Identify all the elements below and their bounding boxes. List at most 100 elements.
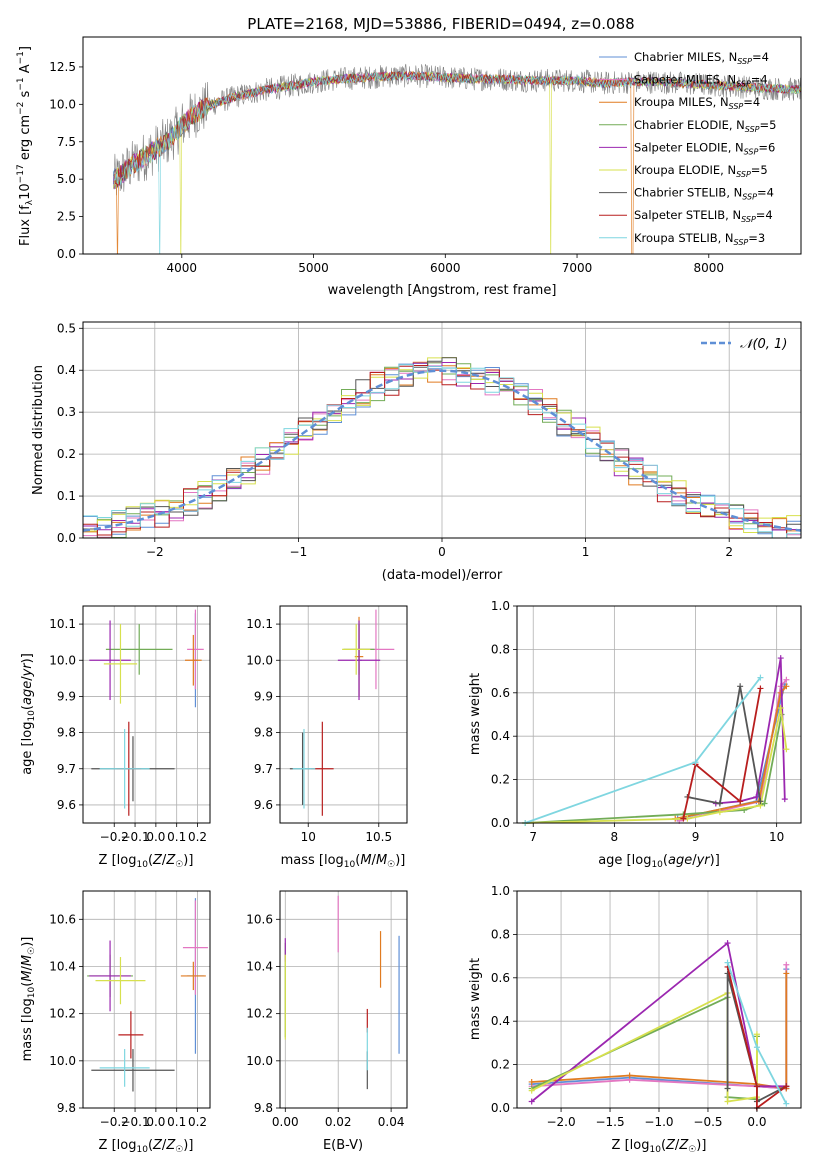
weight-vs-Z-xtick-label: 0.0 — [747, 1115, 766, 1129]
mass-vs-Z-xtick-label: −0.1 — [120, 1115, 149, 1129]
residuals-xtick-label: 1 — [582, 545, 590, 559]
weight-vs-age-ytick-label: 0.6 — [491, 686, 510, 700]
mass-vs-EBV-xtick-label: 0.04 — [378, 1115, 405, 1129]
weight-vs-age-plus-marker — [783, 676, 790, 683]
age-vs-mass-panel: 10 10.5 9.6 9.7 9.8 9.9 10.0 10.1 mass [log10(M… — [246, 605, 408, 870]
spectrum-xtick-label: 5000 — [298, 261, 329, 275]
normal-curve — [83, 369, 801, 532]
mass-vs-EBV-xtick-label: 0.02 — [325, 1115, 352, 1129]
weight-vs-Z-plus-marker — [528, 1087, 535, 1094]
age-vs-Z-ytick-label: 10.1 — [49, 617, 76, 631]
weight-vs-age-plus-marker — [737, 798, 744, 805]
weight-vs-age-series-line — [682, 688, 762, 819]
age-vs-Z-xtick-label: 0.0 — [146, 830, 165, 844]
residuals-xtick-label: 0 — [438, 545, 446, 559]
mass-vs-Z-point — [182, 900, 208, 995]
age-vs-Z-ytick-label: 9.7 — [57, 762, 76, 776]
spectrum-xtick-label: 8000 — [694, 261, 725, 275]
spectrum-legend-label: Chabrier ELODIE, NSSP=5 — [634, 118, 776, 134]
weight-vs-Z-plus-marker — [724, 959, 731, 966]
spectrum-model-line — [112, 71, 801, 254]
spectrum-legend-label: Salpeter STELIB, NSSP=4 — [634, 208, 773, 224]
mass-vs-EBV-xtick-label: 0.00 — [272, 1115, 299, 1129]
spectrum-xtick-label: 7000 — [562, 261, 593, 275]
weight-vs-age-plus-marker — [777, 689, 784, 696]
age-vs-Z-ytick-label: 9.9 — [57, 689, 76, 703]
weight-vs-Z-xtick-label: −2.0 — [546, 1115, 575, 1129]
weight-vs-age-plus-marker — [757, 798, 764, 805]
mass-vs-Z-ytick-label: 10.6 — [49, 912, 76, 926]
weight-vs-age-xtick-label: 9 — [692, 830, 700, 844]
residuals-xtick-label: 2 — [725, 545, 733, 559]
weight-vs-Z-series-line — [726, 966, 787, 1110]
residuals-ytick-label: 0.1 — [57, 489, 76, 503]
mass-vs-Z-ytick-label: 10.0 — [49, 1054, 76, 1068]
residuals-xtick-label: −2 — [146, 545, 164, 559]
age-vs-Z-xtick-label: −0.2 — [100, 830, 129, 844]
weight-vs-Z-plus-marker — [783, 970, 790, 977]
age-vs-Z-xlabel: Z [log10(Z/Z☉)] — [99, 853, 194, 870]
weight-vs-age-ytick-label: 0.0 — [491, 816, 510, 830]
weight-vs-Z-plus-marker — [528, 1078, 535, 1085]
age-vs-mass-point — [337, 620, 381, 701]
weight-vs-Z-plus-marker — [724, 1098, 731, 1105]
weight-vs-Z-plus-marker — [626, 1072, 633, 1079]
spectrum-ytick-label: 2.5 — [57, 210, 76, 224]
spectrum-legend: Chabrier MILES, NSSP=4 Salpeter MILES, NS… — [599, 50, 776, 247]
mass-vs-Z-point — [95, 957, 146, 1005]
age-vs-metallicity-panel: −0.2−0.10.0 0.1 0.2 9.6 9.7 9.8 9.9 10.0 10.1 Z … — [20, 605, 211, 870]
spectrum-legend-label: Salpeter ELODIE, NSSP=6 — [634, 140, 775, 156]
weight-vs-Z-ytick-label: 0.8 — [491, 927, 510, 941]
weight-vs-age-plus-marker — [737, 683, 744, 690]
residuals-ytick-label: 0.3 — [57, 405, 76, 419]
residuals-xtick-label: −1 — [290, 545, 308, 559]
histogram-xlabel: (data-model)/error — [382, 568, 503, 583]
weight-vs-age-ytick-label: 0.4 — [491, 729, 510, 743]
weight-vs-age-plus-marker — [757, 685, 764, 692]
weight-vs-Z-plus-marker — [753, 1083, 760, 1090]
mass-vs-Z-point — [118, 1011, 144, 1059]
weight-vs-age-xtick-label: 7 — [529, 830, 537, 844]
spectrum-xtick-label: 6000 — [430, 261, 461, 275]
spectrum-legend-label: Kroupa STELIB, NSSP=3 — [634, 231, 765, 247]
weight-vs-age-plus-marker — [783, 683, 790, 690]
weight-vs-Z-ytick-label: 0.6 — [491, 971, 510, 985]
age-vs-mass-xtick-label: 10 — [301, 830, 316, 844]
age-vs-mass-ytick-label: 9.6 — [254, 798, 273, 812]
mass-vs-Z-xtick-label: 0.0 — [146, 1115, 165, 1129]
residuals-ytick-label: 0.0 — [57, 531, 76, 545]
weight-vs-age-plus-marker — [783, 746, 790, 753]
mass-vs-Z-point — [180, 961, 206, 991]
spectrum-legend-label: Kroupa ELODIE, NSSP=5 — [634, 163, 768, 179]
mass-vs-Z-ytick-label: 9.8 — [57, 1101, 76, 1115]
weight-vs-Z-xtick-label: −0.5 — [693, 1115, 722, 1129]
weight-vs-Z-plus-marker — [724, 940, 731, 947]
weight-vs-metallicity-panel: −2.0 −1.5 −1.0 −0.5 0.0 0.0 0.2 0.4 0.6 0.8 1.0 Z … — [468, 884, 802, 1155]
spectrum-legend-label: Salpeter MILES, NSSP=4 — [634, 73, 768, 89]
spectrum-xlabel: wavelength [Angstrom, rest frame] — [328, 283, 557, 298]
histogram-step-line — [83, 364, 801, 538]
mass-vs-Z-ytick-label: 10.4 — [49, 959, 76, 973]
mass-vs-Z-ytick-label: 10.2 — [49, 1007, 76, 1021]
weight-vs-Z-ytick-label: 1.0 — [491, 884, 510, 898]
age-vs-mass-point — [292, 728, 316, 809]
weight-vs-Z-xlabel: Z [log10(Z/Z☉)] — [612, 1138, 707, 1155]
age-vs-mass-xtick-label: 10.5 — [365, 830, 392, 844]
age-vs-Z-xtick-label: −0.1 — [120, 830, 149, 844]
mass-vs-metallicity-panel: −0.2−0.10.0 0.1 0.2 9.8 10.0 10.2 10.4 10.6 Z [… — [20, 890, 211, 1155]
age-vs-Z-ytick-label: 9.6 — [57, 798, 76, 812]
normal-legend-label: 𝒩(0, 1) — [740, 337, 787, 352]
weight-vs-Z-plus-marker — [753, 1031, 760, 1038]
mass-vs-EBV-ytick-label: 10.6 — [246, 912, 273, 926]
spectrum-legend-label: Chabrier STELIB, NSSP=4 — [634, 186, 774, 202]
weight-vs-age-xtick-label: 8 — [611, 830, 619, 844]
residuals-ytick-label: 0.4 — [57, 363, 76, 377]
mass-vs-Z-point — [99, 1049, 150, 1087]
weight-vs-age-ylabel: mass weight — [468, 673, 483, 755]
weight-vs-age-ytick-label: 1.0 — [491, 599, 510, 613]
mass-vs-Z-xtick-label: 0.1 — [167, 1115, 186, 1129]
weight-vs-Z-ylabel: mass weight — [468, 958, 483, 1040]
mass-vs-Z-ylabel: mass [log10(M/M☉)] — [20, 937, 37, 1062]
mass-vs-EBV-ytick-label: 9.8 — [254, 1101, 273, 1115]
mass-vs-EBV-ytick-label: 10.4 — [246, 959, 273, 973]
